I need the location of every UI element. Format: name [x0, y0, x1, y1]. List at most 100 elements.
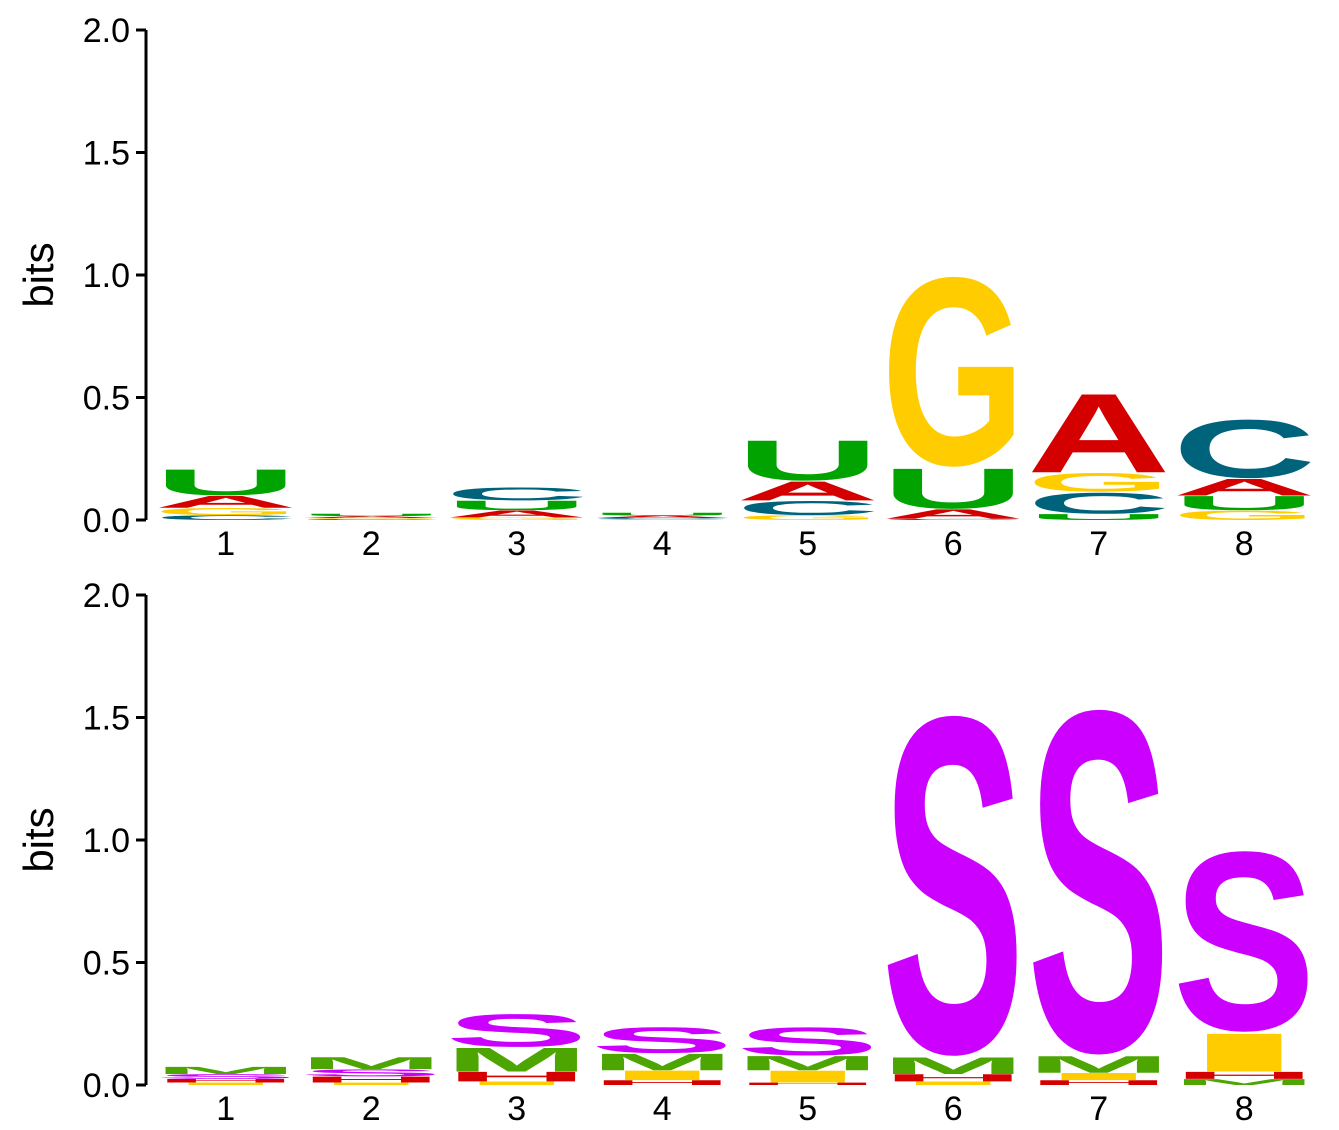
logo-letter-h: H	[591, 1079, 735, 1087]
logo-letter-a: A	[300, 516, 443, 519]
logo-letter-m: M	[882, 1053, 1025, 1080]
logo-letter-a: A	[591, 515, 734, 519]
x-tick-label: 6	[944, 1090, 963, 1128]
x-tick-label: 7	[1089, 525, 1108, 563]
x-ticks-rna: 1 2 3 4 5 6 7 8	[216, 525, 1253, 563]
logo-letter-i: I	[736, 1067, 879, 1086]
y-tick-label: 2.0	[83, 577, 130, 615]
x-ticks-protein: 1 2 3 4 5 6 7 8	[216, 1090, 1253, 1128]
logo-letter-i: I	[882, 1080, 1025, 1086]
logo-letter-c: C	[1027, 487, 1170, 520]
logo-letter-u: U	[1027, 512, 1170, 521]
logo-letter-u: U	[591, 512, 734, 517]
logo-letter-a: A	[882, 506, 1025, 521]
logo-letter-u: U	[736, 428, 880, 492]
logo-letter-h: H	[882, 1072, 1026, 1083]
logo-letter-s: S	[1027, 609, 1170, 1130]
logo-letter-h: H	[445, 1069, 588, 1084]
logo-letter-m: M	[300, 1054, 443, 1073]
logo-letter-s: S	[591, 1020, 734, 1061]
logo-letter-i: I	[1027, 1071, 1170, 1082]
y-axis-title-protein: bits	[15, 807, 62, 872]
logo-letter-a: A	[1173, 474, 1316, 501]
logo-letter-h: H	[300, 1075, 443, 1085]
logo-letter-g: G	[445, 517, 588, 521]
logo-letter-u: U	[445, 498, 589, 513]
logo-letter-a: A	[736, 476, 880, 506]
logo-letter-g: G	[1027, 468, 1170, 498]
logo-letter-i: I	[591, 1068, 734, 1083]
logo-letter-g: G	[882, 222, 1025, 521]
logo-letter-s: S	[154, 1073, 297, 1080]
x-tick-label: 8	[1235, 525, 1254, 563]
x-tick-label: 1	[216, 1090, 235, 1128]
y-tick-label: 0.0	[83, 502, 130, 540]
logo-letter-c: C	[1173, 403, 1316, 495]
x-tick-label: 4	[653, 1090, 672, 1128]
logo-letter-c: C	[591, 518, 734, 520]
logo-letter-m: M	[445, 1041, 588, 1079]
logo-letter-s: S	[1173, 798, 1316, 1083]
y-tick-label: 1.5	[83, 700, 130, 738]
logo-letter-u: U	[1173, 492, 1316, 515]
logo-letter-g: G	[736, 514, 879, 521]
x-tick-label: 1	[216, 525, 235, 563]
logo-letter-u: U	[300, 513, 444, 517]
x-tick-label: 5	[798, 1090, 817, 1128]
logo-letter-s: S	[736, 1019, 880, 1063]
y-tick-label: 1.0	[83, 257, 130, 295]
y-tick-label: 0.5	[83, 380, 130, 418]
x-tick-label: 3	[507, 1090, 526, 1128]
logo-letter-a: A	[154, 492, 297, 511]
logo-letter-g: G	[154, 506, 297, 517]
x-tick-label: 4	[653, 525, 672, 563]
y-tick-label: 0.5	[83, 945, 130, 983]
logo-letter-i: I	[154, 1082, 297, 1086]
y-tick-label: 2.0	[83, 12, 130, 50]
logo-letter-u: U	[154, 462, 297, 503]
logo-letter-s: S	[882, 616, 1025, 1130]
logo-letter-c: C	[736, 497, 879, 519]
logo-letter-i: I	[1173, 1022, 1316, 1083]
logo-letter-i: I	[445, 1080, 588, 1086]
x-tick-label: 7	[1089, 1090, 1108, 1128]
y-ticks-protein: 0.0 0.5 1.0 1.5 2.0	[83, 577, 146, 1105]
logo-letter-g: G	[300, 518, 443, 519]
x-tick-label: 2	[362, 1090, 381, 1128]
logo-letter-u: U	[882, 457, 1026, 521]
logo-letter-c: C	[882, 518, 1025, 520]
logo-letter-m: M	[591, 1049, 734, 1076]
logo-letter-a: A	[445, 508, 589, 519]
logo-letter-m: M	[154, 1065, 297, 1076]
logo-letter-h: H	[736, 1082, 879, 1086]
logo-letter-s: S	[445, 1004, 588, 1056]
logo-letter-c: C	[300, 519, 443, 520]
logo-letter-h: H	[1027, 1079, 1171, 1087]
y-tick-label: 1.0	[83, 822, 130, 860]
logo-letter-i: I	[300, 1082, 443, 1086]
logo-letter-g: G	[591, 519, 734, 520]
logo-letter-h: H	[1173, 1070, 1317, 1081]
logo-letter-c: C	[445, 484, 588, 504]
logo-letter-h: H	[154, 1078, 297, 1084]
y-tick-label: 1.5	[83, 135, 130, 173]
x-tick-label: 3	[507, 525, 526, 563]
logo-letter-c: C	[154, 514, 298, 521]
